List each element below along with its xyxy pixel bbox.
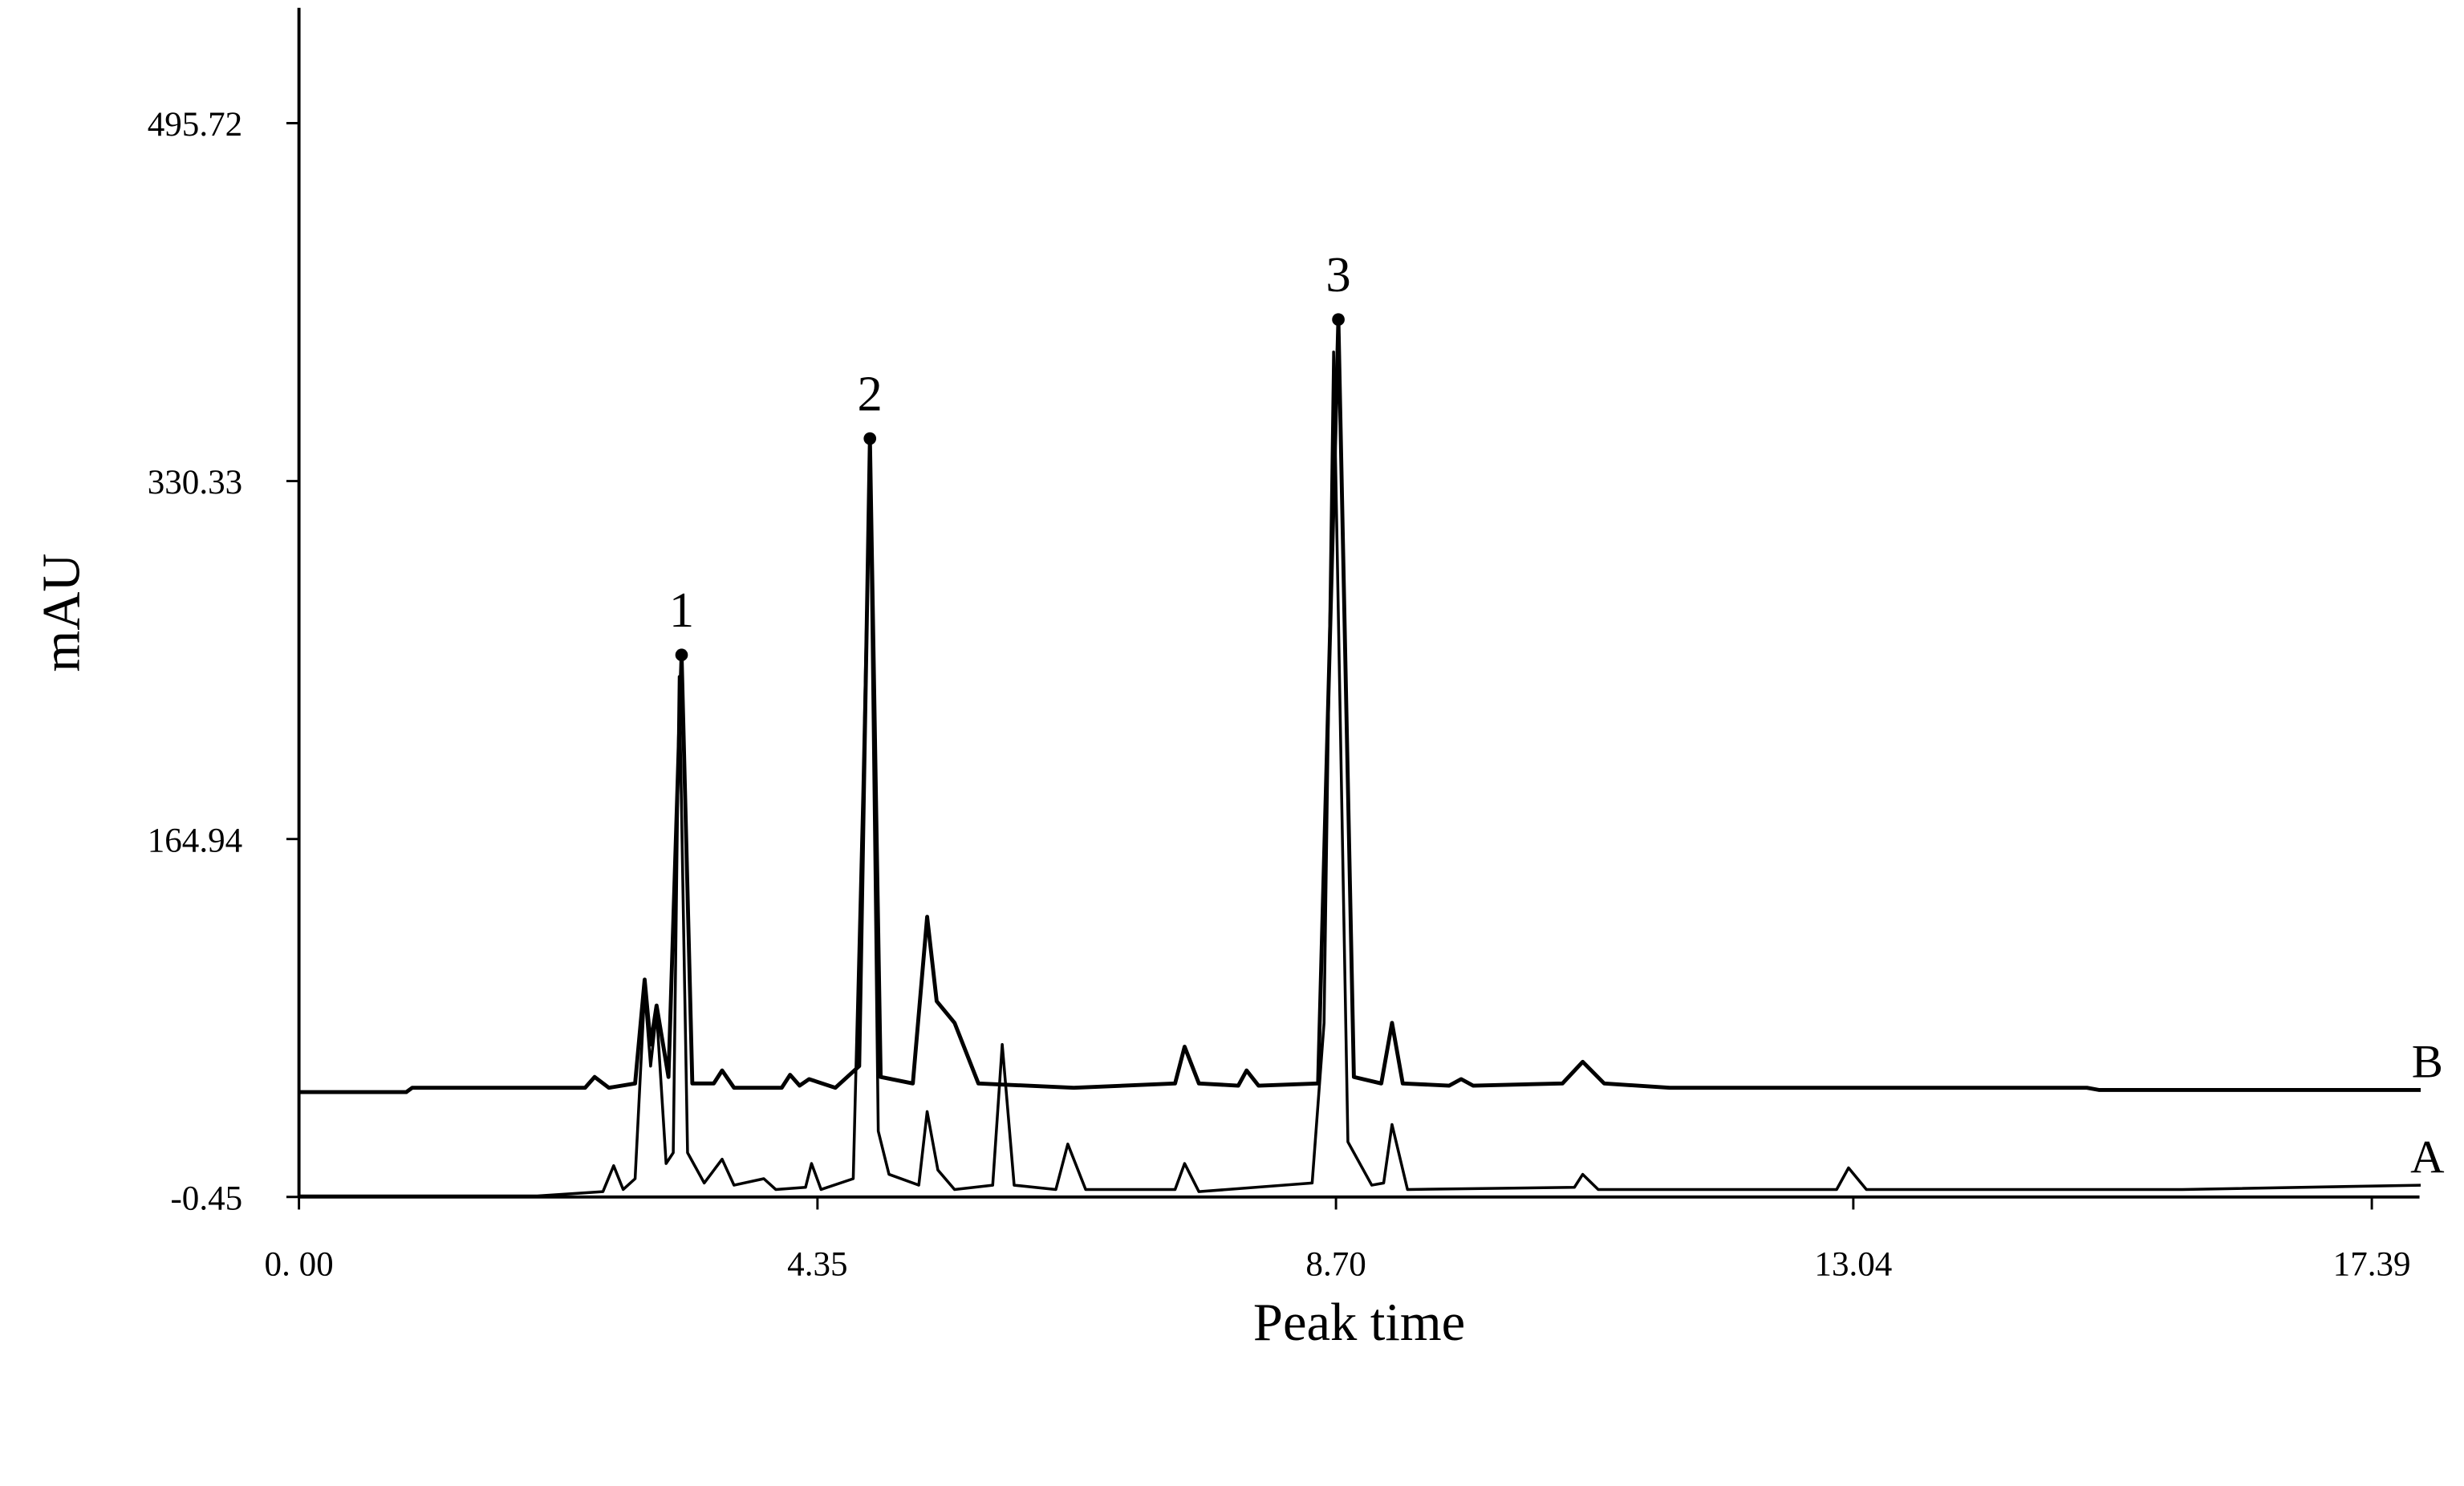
x-axis-title: Peak time xyxy=(1253,1293,1465,1352)
y-tick-label: 330.33 xyxy=(148,464,242,501)
y-tick-label: 495.72 xyxy=(148,106,242,144)
peak-marker xyxy=(675,648,688,662)
series-label: B xyxy=(2412,1036,2443,1088)
series-line xyxy=(298,350,2421,1198)
x-tick-label: 8.70 xyxy=(1305,1246,1366,1284)
y-axis-title: mAU xyxy=(33,554,91,672)
series-line xyxy=(298,317,2421,1094)
x-tick-label: 0. 00 xyxy=(265,1246,334,1284)
series-label: A xyxy=(2410,1131,2444,1183)
x-tick-label: 17.39 xyxy=(2333,1246,2411,1284)
peak-annotation: 3 xyxy=(1325,246,1350,302)
y-tick-label: 164.94 xyxy=(148,822,242,859)
peak-marker xyxy=(863,432,877,445)
peak-marker xyxy=(1332,313,1345,327)
x-tick-label: 4.35 xyxy=(787,1246,847,1284)
x-tick-label: 13.04 xyxy=(1814,1246,1892,1284)
peak-annotation: 1 xyxy=(669,582,694,638)
peak-annotation: 2 xyxy=(858,365,883,421)
y-tick-label: -0.45 xyxy=(170,1179,242,1217)
